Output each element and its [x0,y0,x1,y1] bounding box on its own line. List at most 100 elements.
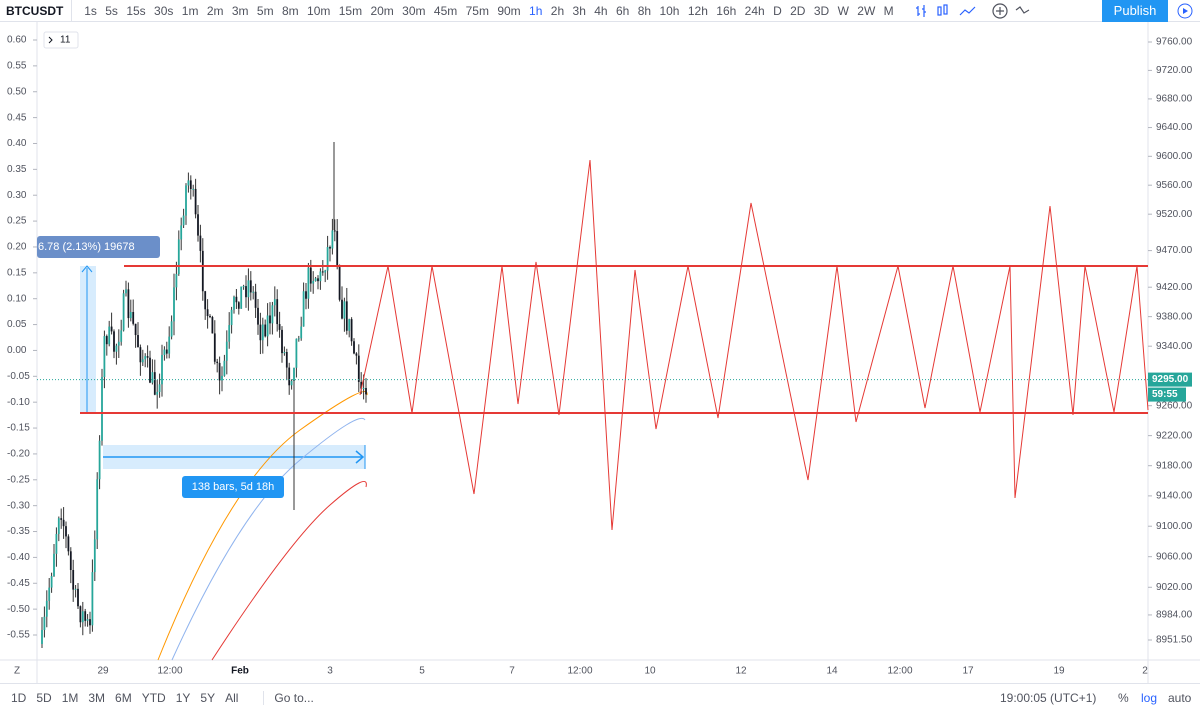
candle-body [350,319,353,342]
compare-icon[interactable] [1015,5,1030,14]
candle-body [211,317,214,334]
candle-body [175,273,178,288]
candle-body [173,287,175,322]
interval-button[interactable]: 24h [744,3,765,18]
bars-icon[interactable] [915,4,926,17]
interval-button[interactable]: M [883,3,894,18]
candle-body [170,321,173,337]
interval-button[interactable]: 2W [857,3,876,18]
candle-body [290,380,293,386]
interval-button[interactable]: 6h [615,3,630,18]
interval-button[interactable]: 2D [790,3,806,18]
candles-icon[interactable] [937,5,942,16]
symbol-search[interactable]: BTCUSDT [0,0,72,22]
interval-button[interactable]: 10m [307,3,331,18]
candle-body [60,518,63,520]
percent-tick-label: -0.55 [7,630,30,641]
top-toolbar: BTCUSDT 1s 5s 15s 30s 1m 2m 3m 5m 8m 10m 15m 20m 30m… [0,0,1200,22]
candle-body [329,246,331,249]
legend-toggle[interactable] [43,31,79,49]
candle-body [362,388,365,390]
auto-toggle[interactable]: auto [1168,691,1192,705]
candle-body [223,360,226,376]
interval-button[interactable]: 30s [154,3,174,18]
range-button[interactable]: 1M [61,691,79,705]
range-button[interactable]: 6M [115,691,132,705]
interval-button[interactable]: 30m [402,3,426,18]
candle-body [305,291,307,299]
candle-body [201,250,204,292]
interval-button[interactable]: 45m [433,3,458,18]
interval-button[interactable]: 2h [550,3,565,18]
range-button[interactable]: 1D [11,691,27,705]
interval-button[interactable]: 10h [659,3,680,18]
interval-button[interactable]: 4h [594,3,608,18]
candle-body [218,362,221,381]
candle-body [168,336,171,354]
percent-toggle[interactable]: % [1118,691,1129,705]
candle-body [182,215,185,226]
axis-corner[interactable]: Z [14,666,20,677]
candle-body [105,336,108,345]
range-button[interactable]: 5D [36,691,52,705]
line-icon[interactable] [959,6,976,15]
candle-body [194,188,197,215]
candle-body [269,315,271,324]
interval-button[interactable]: 1m [181,3,199,18]
interval-button[interactable]: 8h [637,3,652,18]
time-label: 14 [826,666,838,677]
interval-button[interactable]: 1s [84,3,97,18]
interval-button[interactable]: 3D [813,3,830,18]
interval-button[interactable]: 16h [716,3,737,18]
candle-body [307,267,310,299]
range-button[interactable]: 5Y [200,691,216,705]
candle-body [96,479,99,540]
replay-button[interactable] [1170,0,1200,22]
clock[interactable]: 19:00:05 (UTC+1) [1000,691,1097,705]
interval-button[interactable]: 90m [497,3,521,18]
publish-button[interactable]: Publish [1102,0,1168,22]
candle-body [192,188,195,190]
interval-button[interactable]: 5s [105,3,118,18]
tool-icons [912,0,1032,22]
interval-button[interactable]: D [773,3,782,18]
range-button[interactable]: 3M [88,691,106,705]
candle-body [115,345,118,352]
goto-date[interactable]: Go to... [263,691,314,705]
interval-button[interactable]: 2m [206,3,224,18]
candle-body [127,289,130,319]
candle-body [230,309,233,326]
candle-body [43,616,46,631]
interval-button[interactable]: 3m [231,3,249,18]
candle-body [84,611,87,621]
candle-body [125,289,127,294]
price-range-label: 6.78 (2.13%) 19678 [38,241,135,253]
interval-button[interactable]: 5m [256,3,274,18]
add-indicator[interactable] [992,2,1008,19]
interval-button[interactable]: 75m [465,3,489,18]
interval-button[interactable]: 12h [687,3,708,18]
interval-button[interactable]: 15s [126,3,146,18]
price-tick-label: 9640.00 [1156,122,1193,133]
percent-tick-label: -0.30 [7,500,30,511]
interval-button[interactable]: W [837,3,849,18]
interval-button[interactable]: 15m [338,3,363,18]
range-button[interactable]: YTD [141,691,166,705]
price-tick-label: 9020.00 [1156,582,1193,593]
candle-body [216,361,219,363]
interval-button[interactable]: 3h [572,3,586,18]
percent-tick-label: -0.05 [7,371,30,382]
interval-button[interactable]: 1h [529,3,543,18]
candle-body [353,341,355,354]
chart-area: 9760.00 9720.00 9680.00 9640.00 9600.00 9560.… [0,22,1200,683]
interval-button[interactable]: 20m [370,3,394,18]
candle-body [336,231,339,267]
candle-body [67,536,70,552]
interval-button[interactable]: 8m [281,3,299,18]
candle-body [122,293,125,331]
log-toggle[interactable]: log [1141,691,1158,705]
range-button[interactable]: 1Y [175,691,191,705]
range-button[interactable]: All [225,691,239,705]
candle-body [163,349,166,355]
legend-arrow [48,36,53,44]
